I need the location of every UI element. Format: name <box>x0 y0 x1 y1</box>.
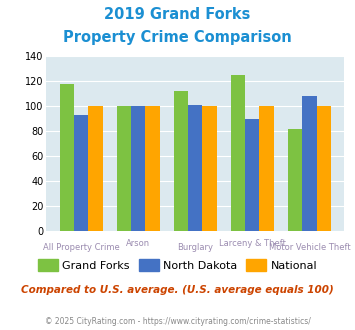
Text: Burglary: Burglary <box>177 243 213 252</box>
Bar <box>260 106 274 231</box>
Bar <box>231 75 245 231</box>
Bar <box>88 106 103 231</box>
Text: Arson: Arson <box>126 239 150 248</box>
Text: 2019 Grand Forks: 2019 Grand Forks <box>104 7 251 21</box>
Bar <box>188 105 202 231</box>
Bar <box>317 106 331 231</box>
Bar <box>117 106 131 231</box>
Bar <box>245 118 260 231</box>
Text: All Property Crime: All Property Crime <box>43 243 120 252</box>
Bar <box>145 106 160 231</box>
Text: Motor Vehicle Theft: Motor Vehicle Theft <box>269 243 350 252</box>
Bar <box>202 106 217 231</box>
Text: Larceny & Theft: Larceny & Theft <box>219 239 286 248</box>
Bar <box>60 83 74 231</box>
Bar <box>302 96 317 231</box>
Bar <box>131 106 145 231</box>
Legend: Grand Forks, North Dakota, National: Grand Forks, North Dakota, National <box>33 255 322 275</box>
Bar <box>74 115 88 231</box>
Bar <box>174 91 188 231</box>
Text: © 2025 CityRating.com - https://www.cityrating.com/crime-statistics/: © 2025 CityRating.com - https://www.city… <box>45 317 310 326</box>
Bar <box>288 129 302 231</box>
Text: Property Crime Comparison: Property Crime Comparison <box>63 30 292 45</box>
Text: Compared to U.S. average. (U.S. average equals 100): Compared to U.S. average. (U.S. average … <box>21 285 334 295</box>
